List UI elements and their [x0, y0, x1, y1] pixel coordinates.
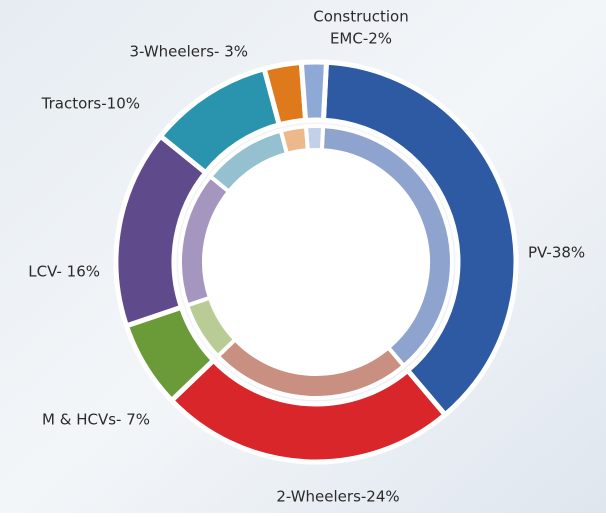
inner-segment	[278, 124, 310, 157]
outer-segment	[298, 59, 330, 124]
outer-segment	[320, 59, 519, 419]
data-label: M & HCVs- 7%	[42, 411, 150, 429]
data-label: PV-38%	[528, 244, 585, 262]
data-label: Tractors-10%	[41, 95, 140, 113]
data-label: EMC-2%	[330, 30, 392, 48]
data-label: LCV- 16%	[28, 263, 100, 281]
inner-segment	[303, 124, 326, 153]
data-label: 2-Wheelers-24%	[276, 488, 399, 506]
donut-hole	[204, 150, 428, 374]
data-label: Construction	[313, 8, 409, 26]
data-label: 3-Wheelers- 3%	[130, 43, 249, 61]
